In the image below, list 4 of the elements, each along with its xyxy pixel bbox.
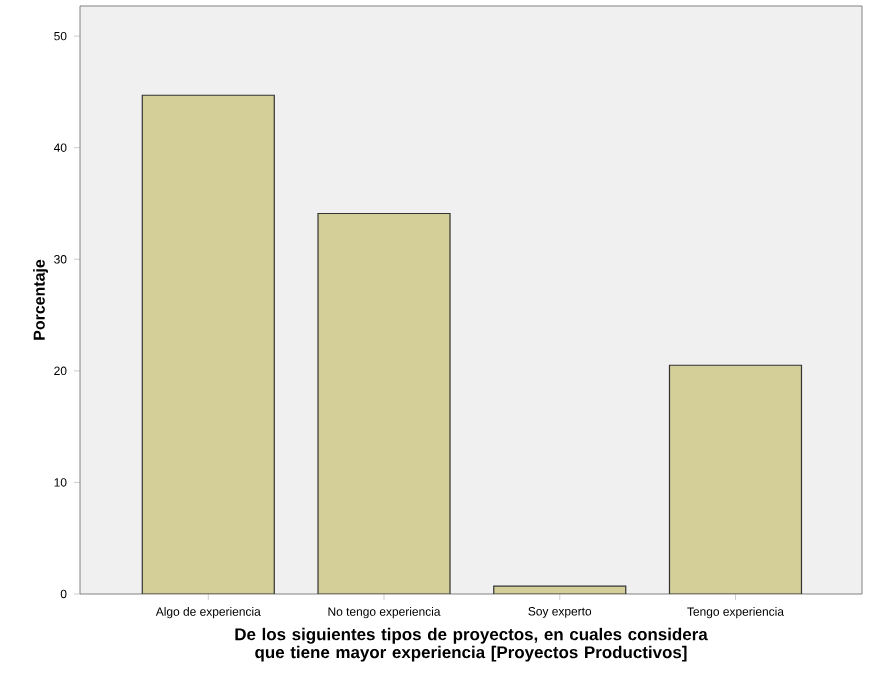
bar <box>317 212 451 594</box>
x-axis-title: De los siguientes tipos de proyectos, en cuales considera que tiene mayor experiencia [Proyectos Productivos] <box>235 627 708 662</box>
bar <box>142 95 275 594</box>
bar <box>668 364 803 594</box>
